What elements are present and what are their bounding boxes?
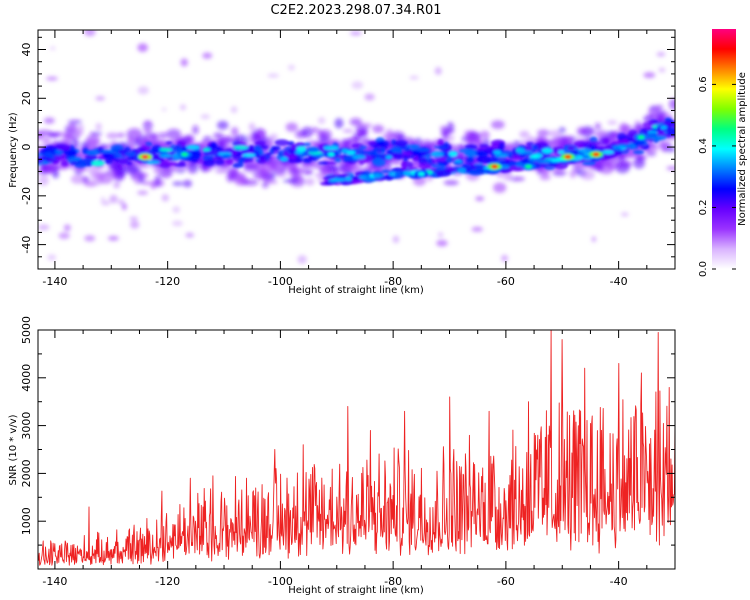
snr-series-line [38,330,675,566]
colorbar-label: Normalized spectral amplitude [737,72,748,226]
spectrogram-hot-spot-core [491,164,499,169]
spectrogram-x-tick-label: -80 [384,275,402,288]
colorbar-tick-label: 0.0 [698,261,709,277]
snr-y-tick-label: 3000 [20,412,33,440]
snr-x-tick-label: -40 [610,575,628,588]
colorbar-tick-label: 0.4 [698,138,709,154]
spectrogram-x-tick-label: -40 [610,275,628,288]
spectrogram-y-tick-label: 20 [20,91,33,105]
snr-xlabel: Height of straight line (km) [288,585,424,596]
colorbar-tick-label: 0.2 [698,200,709,216]
snr-axes: -140 -120 -100 -80 -60 -40 1000 2000 3000 4000 500… [20,316,676,588]
colorbar-tick-label: 0.6 [698,76,709,92]
spectrogram-frame [37,29,676,270]
snr-y-tick-label: 2000 [20,459,33,487]
snr-y-tick-label: 1000 [20,507,33,535]
spectrogram-heatmap [38,30,675,264]
snr-y-tick-label: 5000 [20,316,33,344]
spectrogram-x-tick-label: -60 [497,275,515,288]
spectrogram-x-tick-label: -120 [155,275,180,288]
snr-x-tick-label: -80 [384,575,402,588]
spectrogram-xlabel: Height of straight line (km) [288,285,424,296]
spectrogram-hot-spot-core [660,125,668,130]
spectrogram-hot-spot-core [637,135,645,140]
spectrogram-panel: -140 -120 -100 -80 -60 -40 -40 -20 0 20 40 Height … [8,29,676,296]
spectrogram-x-tick-label: -140 [42,275,67,288]
snr-x-tick-label: -140 [42,575,67,588]
spectrogram-ylabel: Frequency (Hz) [8,112,19,188]
colorbar-ticks: 0.0 0.2 0.4 0.6 [698,76,736,277]
spectrogram-hot-spot-core [141,154,149,159]
snr-ylabel: SNR (10 * v/v) [8,414,19,485]
spectrogram-hot-spot-core [592,152,600,157]
snr-x-tick-label: -100 [268,575,293,588]
spectrogram-y-tick-label: 40 [20,43,33,57]
snr-x-tick-label: -60 [497,575,515,588]
spectrogram-x-tick-label: -100 [268,275,293,288]
colorbar-gradient [712,29,736,269]
spectrogram-hot-spot-core [564,154,572,159]
spectrogram-axes: -140 -120 -100 -80 -60 -40 -40 -20 0 20 40 [20,30,676,288]
spectrogram-hot-spot-core [181,152,189,157]
spectrogram-y-tick-label: -20 [20,187,33,205]
chart-title: C2E2.2023.298.07.34.R01 [270,3,441,18]
spectrogram-hot-spot-core [524,164,532,169]
colorbar: 0.0 0.2 0.4 0.6 Normalized spectral amplitu… [698,29,748,277]
spectrogram-y-tick-label: -40 [20,236,33,254]
snr-x-tick-label: -120 [155,575,180,588]
snr-y-tick-label: 4000 [20,364,33,392]
snr-panel: -140 -120 -100 -80 -60 -40 1000 2000 3000 4000 500… [8,316,676,596]
spectrogram-hot-spot-core [417,171,425,176]
spectrogram-hot-spot-core [327,152,335,157]
spectrogram-y-tick-label: 0 [20,144,33,151]
